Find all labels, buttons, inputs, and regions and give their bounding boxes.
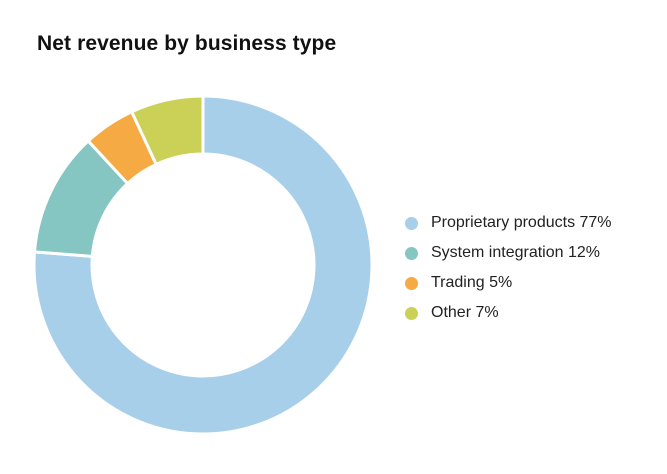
legend-item-proprietary-products: Proprietary products 77% — [405, 208, 612, 238]
legend-swatch-other — [405, 306, 418, 320]
legend-swatch-system-integration — [405, 246, 418, 260]
chart-legend: Proprietary products 77% System integrati… — [405, 208, 612, 328]
legend-label-proprietary-products: Proprietary products 77% — [431, 214, 612, 231]
legend-label-trading: Trading 5% — [431, 274, 513, 291]
legend-swatch-trading — [405, 276, 418, 290]
legend-item-system-integration: System integration 12% — [405, 238, 612, 268]
legend-label-system-integration: System integration 12% — [431, 244, 600, 261]
donut-slice-proprietary-products — [32, 94, 374, 436]
legend-swatch-proprietary-products — [405, 216, 418, 230]
chart-title: Net revenue by business type — [37, 32, 337, 55]
legend-item-trading: Trading 5% — [405, 268, 612, 298]
legend-label-other: Other 7% — [431, 304, 499, 321]
legend-item-other: Other 7% — [405, 298, 612, 328]
donut-slice-other — [129, 94, 205, 167]
donut-chart — [32, 94, 374, 436]
